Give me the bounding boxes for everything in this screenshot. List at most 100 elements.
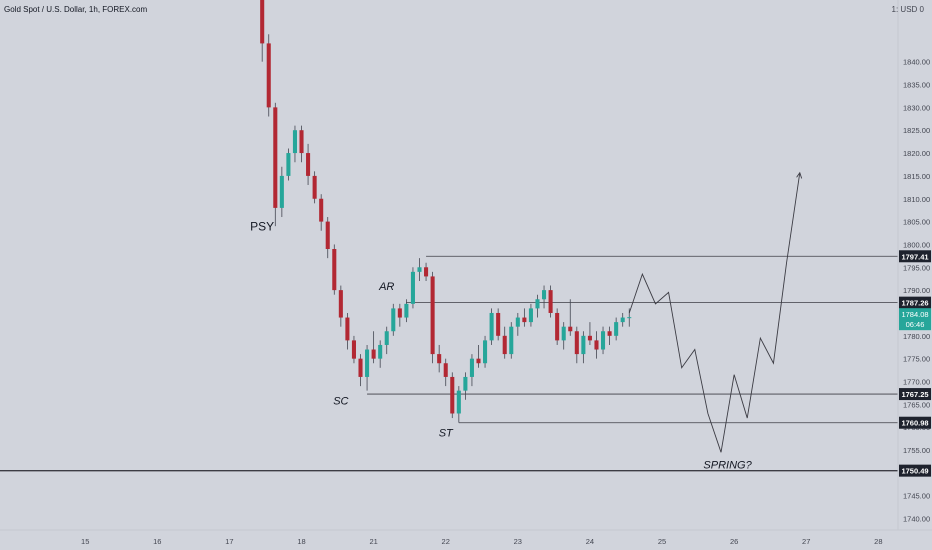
candle-body (620, 317, 625, 323)
candle-body (496, 312, 501, 336)
projected-path[interactable] (628, 174, 799, 453)
candle-body (332, 249, 337, 291)
x-tick-label: 26 (730, 537, 738, 546)
y-tick-label: 1830.00 (903, 103, 930, 112)
level-price-tag (899, 416, 931, 429)
y-tick-label: 1820.00 (903, 149, 930, 158)
y-tick-label: 1825.00 (903, 126, 930, 135)
candle-body (522, 317, 527, 323)
candle-body (450, 376, 455, 414)
level-price-tag (899, 388, 931, 401)
candle-body (378, 344, 383, 359)
y-tick-label: 1795.00 (903, 263, 930, 272)
y-tick-label: 1815.00 (903, 172, 930, 181)
y-tick-label: 1775.00 (903, 355, 930, 364)
candle-body (437, 354, 442, 364)
candle-body (371, 349, 376, 359)
x-tick-label: 25 (658, 537, 666, 546)
x-tick-label: 16 (153, 537, 161, 546)
y-tick-label: 1740.00 (903, 515, 930, 524)
y-tick-label: 1765.00 (903, 400, 930, 409)
y-tick-label: 1835.00 (903, 81, 930, 90)
candle-body (568, 326, 573, 332)
chart-title: Gold Spot / U.S. Dollar, 1h, FOREX.com (4, 5, 148, 14)
wyckoff-label[interactable]: PSY (250, 220, 274, 234)
level-price-text: 1750.49 (901, 467, 928, 476)
candle-body (397, 308, 402, 318)
x-tick-label: 21 (369, 537, 377, 546)
candle-body (365, 349, 370, 377)
y-tick-label: 1745.00 (903, 492, 930, 501)
candle-body (338, 290, 343, 318)
level-price-text: 1787.26 (901, 299, 928, 308)
x-tick-label: 24 (586, 537, 594, 546)
candle-body (515, 317, 520, 327)
x-tick-label: 23 (514, 537, 522, 546)
candle-body (581, 335, 586, 355)
x-tick-label: 17 (225, 537, 233, 546)
candle-body (463, 376, 468, 391)
level-price-tag (899, 296, 931, 309)
y-tick-label: 1840.00 (903, 58, 930, 67)
x-tick-label: 27 (802, 537, 810, 546)
candle-body (404, 303, 409, 318)
candle-body (260, 0, 265, 44)
candle-body (614, 322, 619, 336)
candle-body (417, 267, 422, 272)
candle-body (345, 317, 350, 341)
candle-body (279, 175, 284, 208)
y-tick-label: 1800.00 (903, 240, 930, 249)
y-tick-label: 1770.00 (903, 378, 930, 387)
x-tick-label: 22 (442, 537, 450, 546)
candle-body (483, 340, 488, 364)
candle-body (430, 276, 435, 355)
candle-body (266, 43, 271, 108)
level-price-text: 1767.25 (901, 390, 928, 399)
candle-body (601, 331, 606, 350)
last-price-value: 1784.08 (901, 310, 928, 319)
candle-body (292, 130, 297, 154)
candle-body (443, 363, 448, 377)
y-tick-label: 1810.00 (903, 195, 930, 204)
candle-body (325, 221, 330, 250)
candle-body (351, 340, 356, 359)
level-price-text: 1760.98 (901, 419, 928, 428)
level-price-text: 1797.41 (901, 252, 928, 261)
candle-body (424, 267, 429, 277)
candle-body (542, 290, 547, 300)
candle-body (299, 130, 304, 154)
candle-body (273, 107, 278, 208)
candle-body (587, 335, 592, 341)
y-tick-label: 1805.00 (903, 218, 930, 227)
candle-body (469, 358, 474, 377)
currency-label[interactable]: 1: USD 0 (891, 5, 924, 14)
candle-body (286, 153, 291, 176)
x-tick-label: 18 (297, 537, 305, 546)
candle-body (358, 358, 363, 377)
x-tick-label: 15 (81, 537, 89, 546)
y-tick-label: 1790.00 (903, 286, 930, 295)
wyckoff-label[interactable]: ST (439, 427, 454, 439)
candle-body (561, 326, 566, 341)
candle-body (502, 335, 507, 355)
y-tick-label: 1755.00 (903, 446, 930, 455)
x-tick-label: 28 (874, 537, 882, 546)
candle-body (476, 358, 481, 364)
candle-body (594, 340, 599, 350)
candle-body (319, 198, 324, 222)
y-tick-label: 1780.00 (903, 332, 930, 341)
candle-body (391, 308, 396, 332)
candle-body (528, 308, 533, 323)
candle-body (627, 317, 632, 319)
candle-body (548, 290, 553, 313)
candle-body (410, 271, 415, 304)
wyckoff-label[interactable]: AR (378, 281, 394, 293)
candle-body (306, 153, 311, 176)
wyckoff-label[interactable]: SC (333, 395, 348, 407)
candle-body (607, 331, 612, 336)
candle-body (555, 312, 560, 341)
candle-body (489, 312, 494, 341)
candle-body (574, 331, 579, 355)
wyckoff-label[interactable]: SPRING? (703, 459, 752, 471)
